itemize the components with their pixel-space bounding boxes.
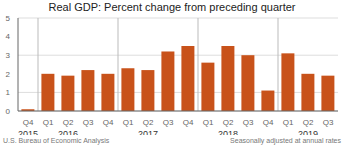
- svg-text:2016: 2016: [58, 129, 78, 135]
- svg-text:2015: 2015: [18, 129, 38, 135]
- html-text:U.S. Bureau of Economic Analys: U.S. Bureau of Economic Analysis: [3, 137, 110, 144]
- html-text:Real GDP: Percent change from: Real GDP: Percent change from preceding …: [48, 1, 296, 13]
- svg-text:Q1: Q1: [123, 118, 134, 127]
- svg-text:Q3: Q3: [83, 118, 94, 127]
- svg-text:5: 5: [8, 14, 11, 23]
- svg-text:3: 3: [8, 51, 11, 60]
- svg-text:Q2: Q2: [303, 118, 314, 127]
- svg-text:4: 4: [8, 32, 11, 41]
- svg-text:Q1: Q1: [203, 118, 214, 127]
- svg-text:Q3: Q3: [243, 118, 254, 127]
- svg-text:Q3: Q3: [323, 118, 334, 127]
- svg-text:2019: 2019: [298, 129, 318, 135]
- svg-text:Q2: Q2: [223, 118, 234, 127]
- svg-text:Q1: Q1: [283, 118, 294, 127]
- svg-text:Q4: Q4: [263, 118, 274, 127]
- svg-text:0: 0: [8, 107, 11, 116]
- svg-text:Q1: Q1: [43, 118, 54, 127]
- svg-text:Q3: Q3: [163, 118, 174, 127]
- svg-text:2: 2: [8, 70, 11, 79]
- svg-text:Q2: Q2: [143, 118, 154, 127]
- svg-text:Q4: Q4: [23, 118, 34, 127]
- svg-text:Q2: Q2: [63, 118, 74, 127]
- html-text:Seasonally adjusted at annual: Seasonally adjusted at annual rates: [230, 137, 341, 144]
- svg-text:2018: 2018: [218, 129, 238, 135]
- svg-text:1: 1: [8, 88, 11, 97]
- svg-text:Q4: Q4: [103, 118, 114, 127]
- svg-text:Q4: Q4: [183, 118, 194, 127]
- svg-text:2017: 2017: [138, 129, 158, 135]
